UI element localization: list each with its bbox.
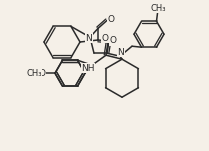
Text: CH₃: CH₃ (26, 69, 42, 78)
Text: NH: NH (81, 64, 95, 73)
Text: O: O (110, 37, 116, 45)
Text: N: N (118, 48, 124, 57)
Text: O: O (102, 34, 108, 43)
Text: O: O (110, 36, 116, 45)
Text: N: N (86, 34, 92, 43)
Text: CH₃: CH₃ (151, 4, 166, 13)
Text: O: O (107, 15, 115, 24)
Text: O: O (38, 69, 46, 78)
